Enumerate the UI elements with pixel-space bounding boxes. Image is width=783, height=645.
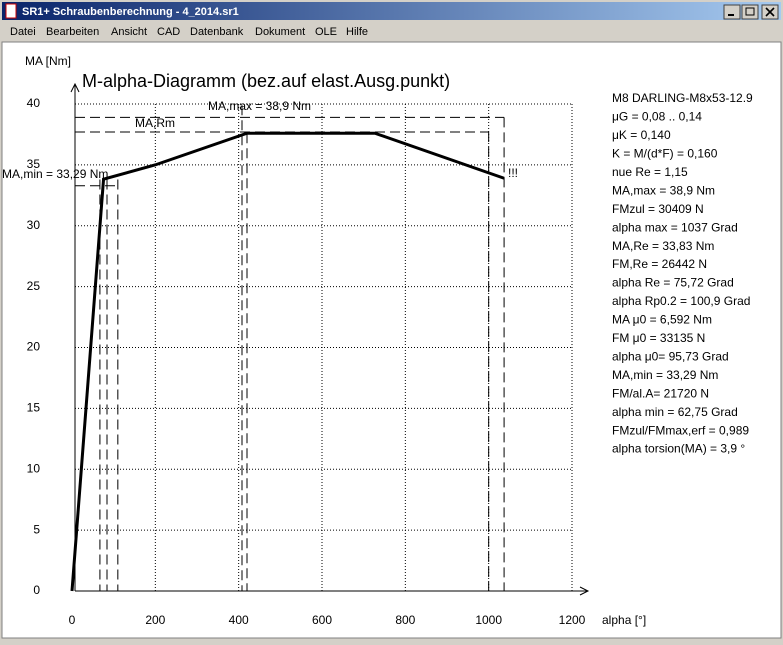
y-tick-label: 0: [33, 583, 40, 597]
x-tick-label: 400: [229, 613, 249, 627]
menu-item[interactable]: Datei: [10, 26, 36, 38]
info-line: MA,max = 38,9 Nm: [612, 183, 715, 197]
reference-label: MA,Rm: [135, 116, 175, 130]
menu-item[interactable]: OLE: [315, 26, 337, 38]
menu-item[interactable]: Datenbank: [190, 26, 244, 38]
info-line: alpha Re = 75,72 Grad: [612, 276, 734, 290]
close-icon: [765, 7, 775, 17]
info-line: μK = 0,140: [612, 128, 671, 142]
y-axis-label: MA [Nm]: [25, 54, 71, 68]
info-line: MA,Re = 33,83 Nm: [612, 239, 714, 253]
y-tick-label: 35: [27, 157, 41, 171]
app-icon: [5, 3, 17, 19]
maximize-button[interactable]: [741, 4, 759, 20]
info-line: MA μ0 = 6,592 Nm: [612, 313, 712, 327]
window-title: SR1+ Schraubenberechnung - 4_2014.sr1: [22, 6, 239, 18]
minimize-button[interactable]: [723, 4, 741, 20]
info-line: M8 DARLING-M8x53-12.9: [612, 91, 753, 105]
warning-note: !!!: [508, 166, 518, 180]
reference-label: MA,max = 38,9 Nm: [208, 99, 311, 113]
info-line: FM,Re = 26442 N: [612, 257, 707, 271]
info-line: nue Re = 1,15: [612, 165, 688, 179]
x-tick-label: 1000: [475, 613, 502, 627]
data-line: [70, 131, 505, 592]
window-buttons[interactable]: [723, 4, 779, 20]
info-line: FM/al.A= 21720 N: [612, 386, 709, 400]
maximize-icon: [745, 7, 755, 16]
info-line: alpha μ0= 95,73 Grad: [612, 349, 729, 363]
info-line: FMzul = 30409 N: [612, 202, 704, 216]
x-tick-label: 200: [145, 613, 165, 627]
y-tick-label: 5: [33, 522, 40, 536]
info-line: alpha Rp0.2 = 100,9 Grad: [612, 294, 750, 308]
x-tick-label: 1200: [559, 613, 586, 627]
menu-item[interactable]: Dokument: [255, 26, 305, 38]
chart-area: [1, 41, 782, 639]
menu-item[interactable]: Hilfe: [346, 26, 368, 38]
info-line: alpha torsion(MA) = 3,9 °: [612, 442, 745, 456]
reference-label: MA,min = 33,29 Nm: [2, 167, 108, 181]
menu-item[interactable]: Ansicht: [111, 26, 147, 38]
x-tick-label: 0: [69, 613, 76, 627]
y-tick-label: 25: [27, 279, 41, 293]
x-axis: [75, 586, 590, 596]
y-tick-label: 20: [27, 340, 41, 354]
info-line: FMzul/FMmax,erf = 0,989: [612, 423, 749, 437]
info-line: FM μ0 = 33135 N: [612, 331, 705, 345]
title-bar: [2, 2, 781, 20]
y-tick-label: 30: [27, 218, 41, 232]
y-axis: [70, 82, 80, 591]
y-tick-label: 15: [27, 401, 41, 415]
menu-bar: Datei Bearbeiten Ansicht CAD Datenbank Dokume…: [10, 26, 368, 38]
info-line: MA,min = 33,29 Nm: [612, 368, 718, 382]
menu-item[interactable]: CAD: [157, 26, 180, 38]
x-tick-label: 800: [395, 613, 415, 627]
x-axis-label: alpha [°]: [602, 613, 646, 627]
info-line: alpha max = 1037 Grad: [612, 220, 738, 234]
info-line: μG = 0,08 .. 0,14: [612, 110, 702, 124]
y-tick-label: 10: [27, 461, 41, 475]
y-tick-label: 40: [27, 96, 41, 110]
x-tick-label: 600: [312, 613, 332, 627]
info-line: K = M/(d*F) = 0,160: [612, 147, 718, 161]
chart-title: M-alpha-Diagramm (bez.auf elast.Ausg.pun…: [82, 71, 450, 91]
menu-item[interactable]: Bearbeiten: [46, 26, 99, 38]
info-line: alpha min = 62,75 Grad: [612, 405, 738, 419]
